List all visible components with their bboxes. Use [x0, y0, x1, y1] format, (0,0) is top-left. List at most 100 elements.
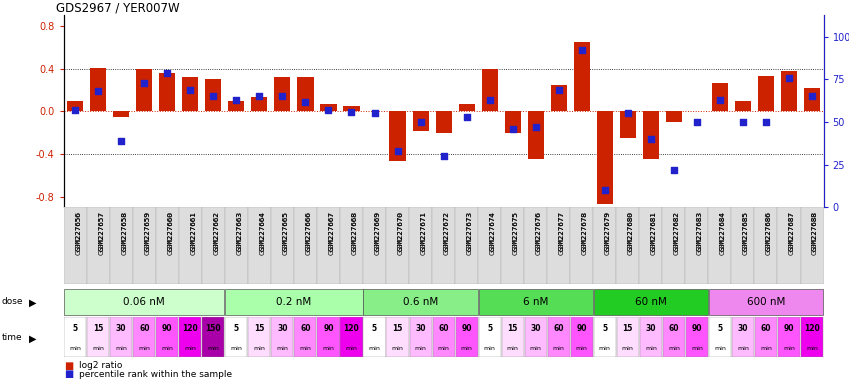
FancyBboxPatch shape — [478, 207, 501, 284]
Text: min: min — [576, 346, 588, 351]
Point — [713, 97, 727, 103]
FancyBboxPatch shape — [709, 317, 731, 357]
FancyBboxPatch shape — [155, 207, 179, 284]
Point — [160, 70, 174, 76]
FancyBboxPatch shape — [409, 207, 432, 284]
Text: min: min — [277, 346, 289, 351]
Point — [575, 47, 588, 53]
Text: min: min — [783, 346, 795, 351]
Text: ▶: ▶ — [29, 298, 37, 308]
Text: GSM227656: GSM227656 — [76, 211, 82, 251]
FancyBboxPatch shape — [87, 207, 110, 284]
Text: min: min — [184, 346, 196, 351]
Point — [506, 126, 520, 132]
Text: GSM227673: GSM227673 — [467, 210, 473, 255]
Text: GSM227661: GSM227661 — [190, 211, 196, 251]
FancyBboxPatch shape — [340, 207, 363, 284]
Bar — [90, 68, 106, 111]
Point — [621, 111, 634, 117]
Text: min: min — [391, 346, 403, 351]
Text: min: min — [300, 346, 312, 351]
Text: GSM227669: GSM227669 — [374, 210, 380, 255]
Bar — [804, 88, 820, 111]
Text: 600 nM: 600 nM — [747, 297, 785, 307]
Text: time: time — [2, 333, 22, 342]
Bar — [274, 77, 290, 111]
Text: 30: 30 — [738, 324, 748, 333]
Text: GSM227668: GSM227668 — [351, 210, 357, 255]
Text: GSM227660: GSM227660 — [167, 210, 173, 255]
FancyBboxPatch shape — [65, 290, 224, 315]
Text: 90: 90 — [323, 324, 334, 333]
Point — [436, 153, 450, 159]
Text: min: min — [414, 346, 426, 351]
FancyBboxPatch shape — [179, 317, 201, 357]
FancyBboxPatch shape — [801, 317, 823, 357]
Text: 60: 60 — [438, 324, 449, 333]
Text: 120: 120 — [804, 324, 820, 333]
Text: GSM227658: GSM227658 — [121, 210, 127, 255]
Text: GSM227675: GSM227675 — [513, 210, 519, 255]
Text: ■: ■ — [64, 361, 73, 371]
Text: GSM227662: GSM227662 — [213, 211, 219, 251]
Text: min: min — [438, 346, 449, 351]
Text: GSM227668: GSM227668 — [351, 211, 357, 251]
Text: min: min — [507, 346, 519, 351]
FancyBboxPatch shape — [363, 207, 386, 284]
FancyBboxPatch shape — [640, 317, 662, 357]
Text: GSM227660: GSM227660 — [167, 211, 173, 251]
Text: GSM227680: GSM227680 — [627, 211, 634, 251]
FancyBboxPatch shape — [548, 207, 571, 284]
Point — [413, 119, 427, 125]
Text: GSM227658: GSM227658 — [121, 211, 127, 251]
Point — [183, 86, 197, 93]
FancyBboxPatch shape — [248, 207, 271, 284]
FancyBboxPatch shape — [65, 317, 87, 357]
Point — [368, 111, 381, 117]
Text: GSM227679: GSM227679 — [604, 211, 610, 251]
FancyBboxPatch shape — [133, 317, 155, 357]
FancyBboxPatch shape — [156, 317, 178, 357]
Text: 30: 30 — [415, 324, 426, 333]
Text: GSM227679: GSM227679 — [604, 210, 610, 255]
Text: GSM227678: GSM227678 — [582, 211, 588, 251]
FancyBboxPatch shape — [639, 207, 662, 284]
Text: GSM227675: GSM227675 — [513, 211, 519, 251]
Bar — [735, 101, 751, 111]
Text: 5: 5 — [233, 324, 239, 333]
Bar — [67, 101, 83, 111]
Text: log2 ratio: log2 ratio — [79, 361, 122, 370]
FancyBboxPatch shape — [662, 207, 685, 284]
Text: GSM227657: GSM227657 — [98, 211, 104, 251]
Point — [253, 93, 267, 99]
Text: min: min — [553, 346, 565, 351]
FancyBboxPatch shape — [272, 317, 294, 357]
FancyBboxPatch shape — [755, 317, 777, 357]
Text: min: min — [368, 346, 380, 351]
Text: GSM227666: GSM227666 — [306, 210, 312, 255]
Text: GSM227677: GSM227677 — [559, 211, 565, 251]
Text: 5: 5 — [487, 324, 492, 333]
Point — [276, 93, 290, 99]
Text: GSM227657: GSM227657 — [98, 210, 104, 255]
FancyBboxPatch shape — [363, 317, 385, 357]
Point — [483, 97, 497, 103]
Text: 60: 60 — [761, 324, 771, 333]
Point — [345, 109, 358, 115]
Bar — [183, 77, 199, 111]
Text: min: min — [621, 346, 633, 351]
FancyBboxPatch shape — [755, 207, 778, 284]
Point — [529, 124, 543, 130]
FancyBboxPatch shape — [179, 207, 202, 284]
Text: min: min — [714, 346, 726, 351]
Text: min: min — [737, 346, 749, 351]
FancyBboxPatch shape — [778, 207, 801, 284]
Point — [690, 119, 704, 125]
Bar — [574, 42, 590, 111]
FancyBboxPatch shape — [110, 317, 132, 357]
FancyBboxPatch shape — [709, 290, 823, 315]
FancyBboxPatch shape — [386, 317, 408, 357]
Text: 5: 5 — [602, 324, 607, 333]
Bar — [136, 69, 152, 111]
Text: GSM227673: GSM227673 — [467, 211, 473, 251]
